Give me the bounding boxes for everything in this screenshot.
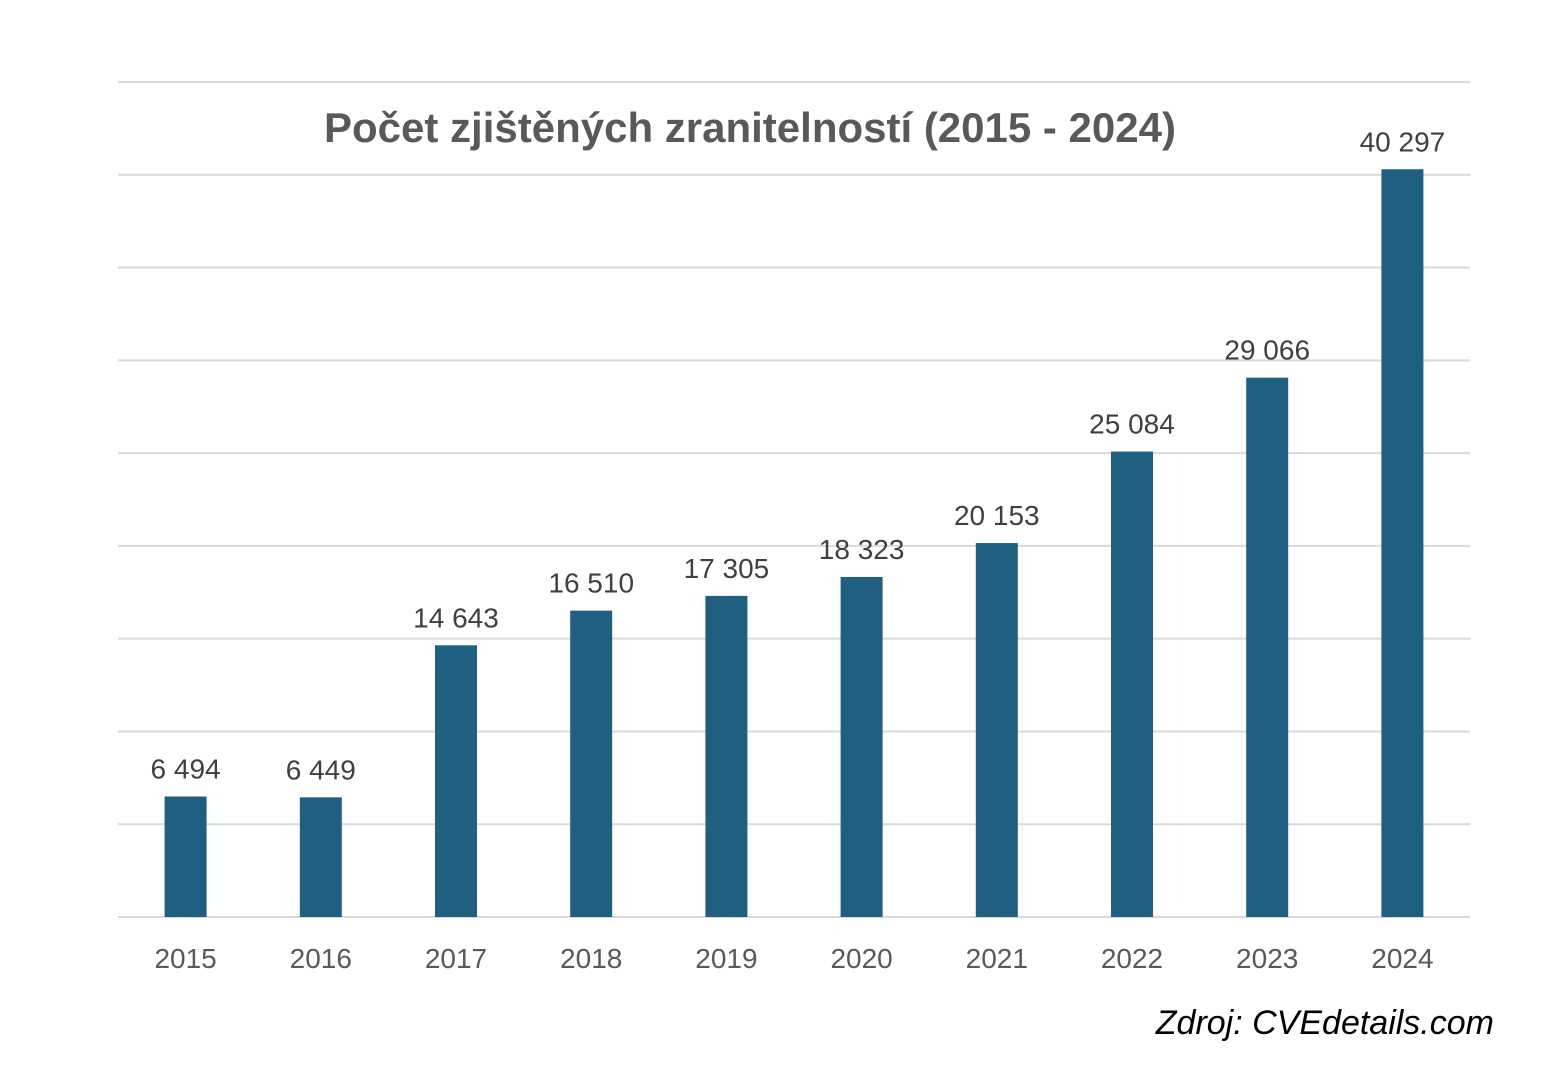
x-axis-ticks: 2015 2016 2017 2018 2019 2020 2021 2022 2023 2024	[154, 943, 1433, 974]
source-note: Zdroj: CVEdetails.com	[1155, 1004, 1494, 1042]
x-tick-2023: 2023	[1236, 943, 1298, 974]
x-tick-2015: 2015	[154, 943, 216, 974]
data-label-2023: 29 066	[1224, 335, 1310, 366]
data-label-2017: 14 643	[413, 602, 499, 633]
bars	[164, 169, 1424, 918]
bar-2022	[1111, 451, 1153, 917]
data-label-2020: 18 323	[819, 534, 905, 565]
x-tick-2018: 2018	[560, 943, 622, 974]
data-label-2022: 25 084	[1089, 409, 1175, 440]
x-tick-2019: 2019	[695, 943, 757, 974]
data-label-2018: 16 510	[548, 568, 634, 599]
bar-2023	[1246, 377, 1289, 918]
data-label-2021: 20 153	[954, 500, 1040, 531]
x-tick-2017: 2017	[425, 943, 487, 974]
gridlines	[118, 81, 1470, 918]
bar-2021	[975, 543, 1018, 917]
bar-2020	[840, 577, 883, 917]
chart-title: Počet zjištěných zranitelností (2015 - 2…	[324, 104, 1176, 151]
data-label-2016: 6 449	[286, 754, 356, 785]
x-tick-2022: 2022	[1101, 943, 1163, 974]
bar-2018	[570, 610, 613, 917]
bar-2015	[164, 796, 207, 917]
value-labels: 6 494 6 449 14 643 16 510 17 305 18 323 20 153…	[151, 126, 1446, 785]
x-tick-2016: 2016	[290, 943, 352, 974]
x-tick-2020: 2020	[830, 943, 892, 974]
x-tick-2021: 2021	[966, 943, 1028, 974]
bar-2024	[1381, 169, 1424, 917]
x-tick-2024: 2024	[1371, 943, 1433, 974]
data-label-2015: 6 494	[151, 754, 221, 785]
bar-2016	[299, 797, 342, 917]
data-label-2024: 40 297	[1360, 126, 1446, 157]
data-label-2019: 17 305	[684, 553, 770, 584]
bar-2017	[435, 645, 477, 917]
bar-2019	[705, 595, 748, 917]
